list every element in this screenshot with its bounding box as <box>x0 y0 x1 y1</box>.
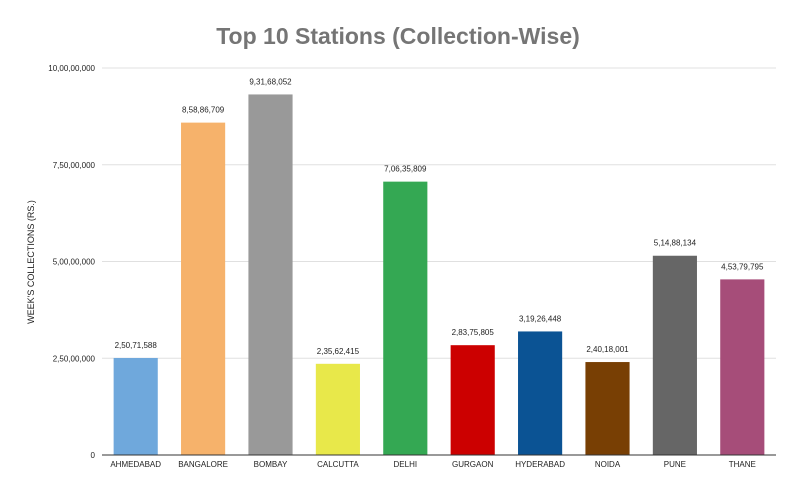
data-label-noida: 2,40,18,001 <box>586 345 629 354</box>
data-label-delhi: 7,06,35,809 <box>384 165 427 174</box>
x-axis-ticks: AHMEDABAD BANGALORE BOMBAY CALCUTTA DELHI GUR… <box>110 460 756 469</box>
bar-thane <box>720 279 765 455</box>
x-tick-label-gurgaon: GURGAON <box>452 460 494 469</box>
bar-bombay <box>248 94 293 455</box>
y-axis-label: WEEK'S COLLECTIONS (RS.) <box>26 200 36 324</box>
y-axis-ticks: 0 2,50,00,000 5,00,00,000 7,50,00,000 10,00,… <box>48 64 95 460</box>
data-label-bombay: 9,31,68,052 <box>249 77 292 86</box>
data-label-ahmedabad: 2,50,71,588 <box>115 341 158 350</box>
x-tick-label-hyderabad: HYDERABAD <box>515 460 565 469</box>
data-label-thane: 4,53,79,795 <box>721 262 764 271</box>
data-label-bangalore: 8,58,86,709 <box>182 106 225 115</box>
bar-bangalore <box>181 122 226 455</box>
x-tick-label-delhi: DELHI <box>394 460 418 469</box>
data-label-pune: 5,14,88,134 <box>654 239 697 248</box>
data-label-calcutta: 2,35,62,415 <box>317 347 360 356</box>
bar-pune <box>652 255 697 455</box>
bar-hyderabad <box>518 331 563 455</box>
bar-delhi <box>383 181 428 456</box>
data-label-gurgaon: 2,83,75,805 <box>452 328 495 337</box>
x-tick-label-bombay: BOMBAY <box>254 460 288 469</box>
y-tick-label: 2,50,00,000 <box>53 354 96 363</box>
bar-noida <box>585 362 630 455</box>
x-tick-label-pune: PUNE <box>664 460 686 469</box>
y-tick-label: 7,50,00,000 <box>53 161 96 170</box>
bar-gurgaon <box>450 345 495 455</box>
x-tick-label-bangalore: BANGALORE <box>178 460 228 469</box>
chart-title: Top 10 Stations (Collection-Wise) <box>216 23 580 49</box>
data-labels: 2,50,71,588 8,58,86,709 9,31,68,052 2,35,62… <box>115 77 764 355</box>
x-tick-label-thane: THANE <box>729 460 756 469</box>
data-label-hyderabad: 3,19,26,448 <box>519 314 562 323</box>
bar-calcutta <box>315 363 360 455</box>
x-tick-label-calcutta: CALCUTTA <box>317 460 359 469</box>
bar-ahmedabad <box>113 357 158 455</box>
y-tick-label: 0 <box>91 451 96 460</box>
y-tick-label: 5,00,00,000 <box>53 258 96 267</box>
bars <box>113 94 765 456</box>
y-tick-label: 10,00,00,000 <box>48 64 95 73</box>
x-tick-label-noida: NOIDA <box>595 460 621 469</box>
x-tick-label-ahmedabad: AHMEDABAD <box>110 460 161 469</box>
